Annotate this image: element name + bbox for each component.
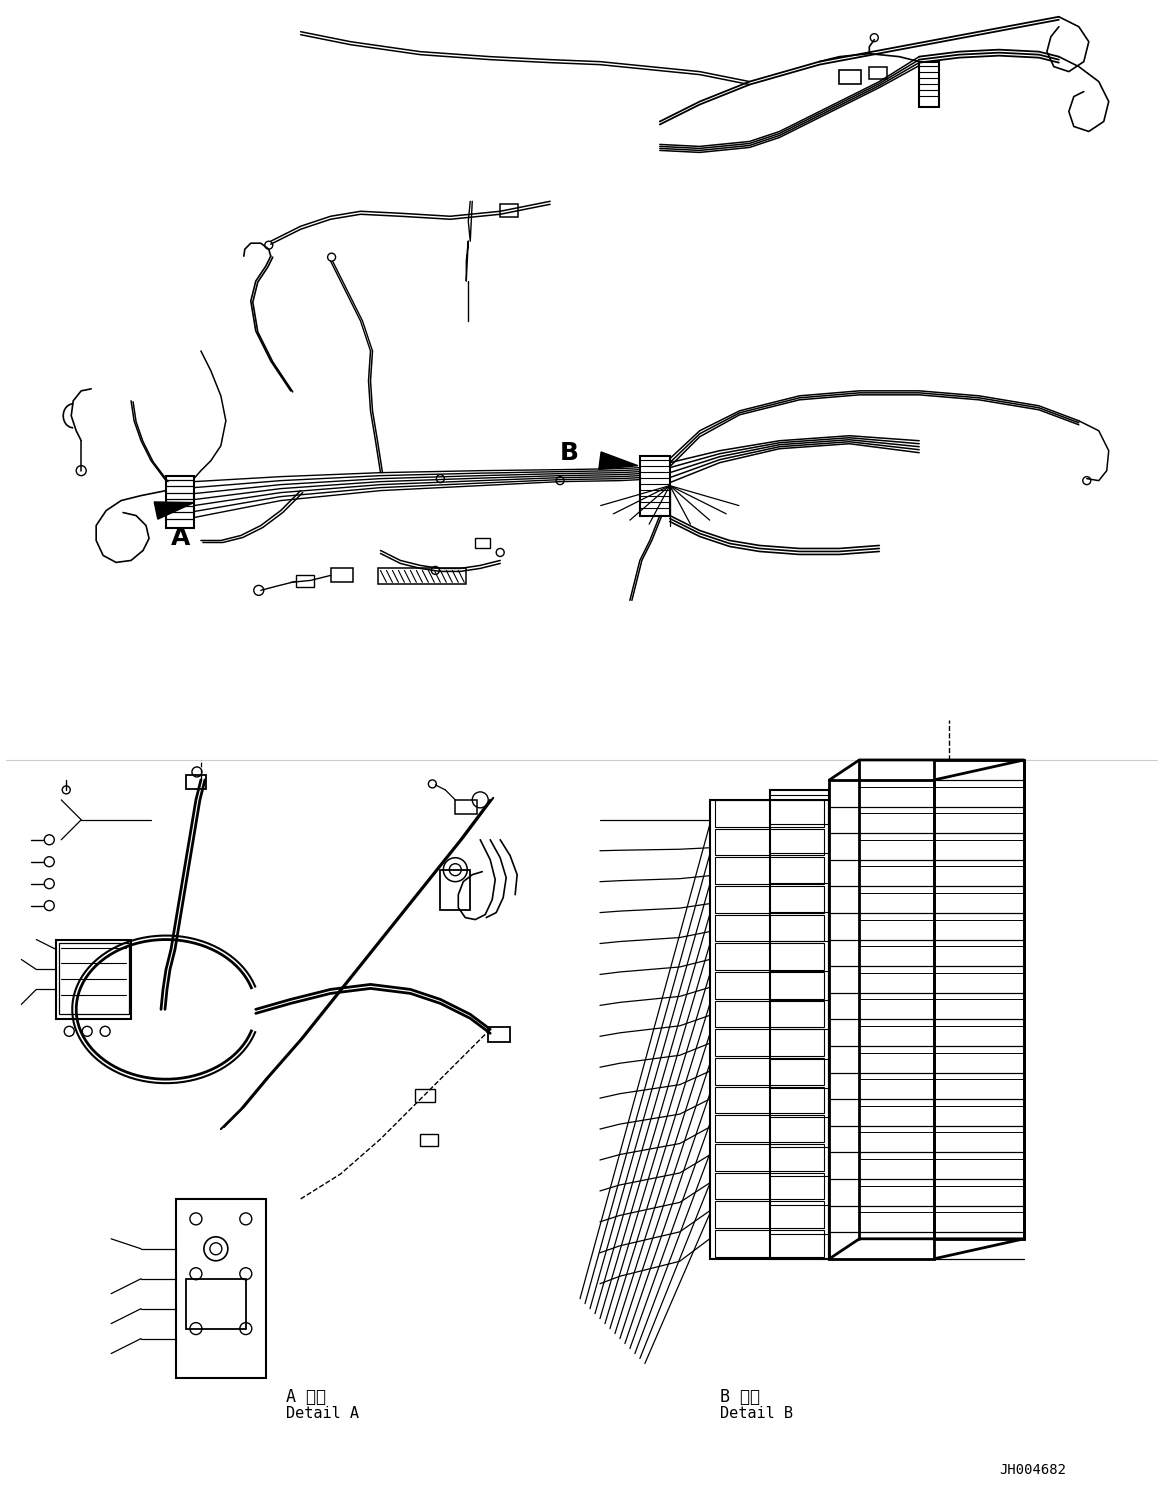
Bar bbox=[715, 1086, 825, 1113]
Bar bbox=[715, 829, 825, 856]
Bar bbox=[715, 943, 825, 970]
Bar bbox=[715, 1201, 825, 1228]
Text: A 詳細: A 詳細 bbox=[286, 1388, 326, 1406]
Text: JH004682: JH004682 bbox=[999, 1463, 1066, 1478]
Bar bbox=[441, 869, 470, 909]
Text: Detail B: Detail B bbox=[720, 1406, 793, 1421]
Bar bbox=[500, 204, 519, 217]
Bar bbox=[330, 568, 352, 582]
Bar bbox=[715, 1116, 825, 1143]
Bar bbox=[415, 1089, 435, 1103]
Text: B: B bbox=[561, 440, 579, 464]
Bar bbox=[715, 1144, 825, 1171]
Bar bbox=[934, 760, 1023, 1240]
Bar bbox=[715, 1173, 825, 1199]
Bar bbox=[186, 775, 206, 789]
Bar bbox=[715, 1030, 825, 1056]
Text: B 詳細: B 詳細 bbox=[720, 1388, 759, 1406]
Bar bbox=[770, 790, 829, 1259]
Bar bbox=[715, 801, 825, 826]
Bar bbox=[715, 885, 825, 912]
Bar bbox=[476, 539, 491, 549]
Bar bbox=[176, 1199, 266, 1378]
Bar bbox=[715, 1231, 825, 1257]
Bar bbox=[295, 576, 314, 588]
Polygon shape bbox=[599, 452, 637, 469]
Bar bbox=[715, 1000, 825, 1027]
Bar bbox=[59, 942, 129, 1015]
Bar bbox=[715, 915, 825, 942]
Bar bbox=[640, 455, 670, 515]
Bar bbox=[919, 61, 940, 107]
Polygon shape bbox=[155, 501, 194, 519]
Bar bbox=[869, 67, 887, 79]
Bar bbox=[709, 801, 829, 1259]
Bar bbox=[186, 1278, 245, 1329]
Bar bbox=[829, 780, 934, 1259]
Bar bbox=[715, 1058, 825, 1085]
Bar bbox=[420, 1134, 438, 1146]
Bar bbox=[455, 801, 477, 814]
Bar bbox=[840, 70, 862, 83]
Bar bbox=[715, 972, 825, 998]
Bar bbox=[378, 568, 466, 585]
Bar bbox=[56, 939, 131, 1019]
Text: Detail A: Detail A bbox=[286, 1406, 358, 1421]
Bar bbox=[166, 476, 194, 528]
Bar bbox=[488, 1027, 511, 1042]
Bar bbox=[715, 857, 825, 884]
Text: A: A bbox=[171, 525, 191, 549]
